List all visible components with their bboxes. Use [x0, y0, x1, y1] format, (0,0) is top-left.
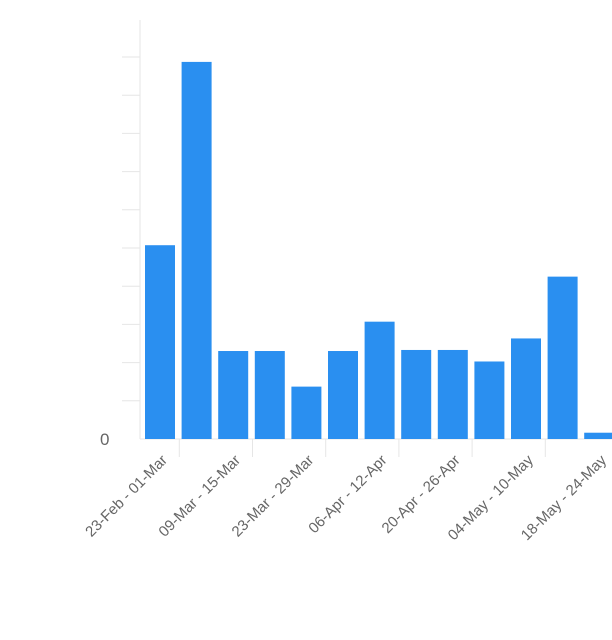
bar	[181, 61, 212, 440]
bar	[511, 338, 541, 439]
bar	[547, 276, 578, 439]
bar	[254, 351, 285, 439]
bar	[218, 351, 249, 439]
bar	[474, 361, 505, 439]
x-tick-label: 06-Apr - 12-Apr	[305, 452, 390, 537]
bar	[401, 349, 432, 439]
bar	[145, 245, 175, 439]
bar	[291, 386, 322, 439]
x-tick-label: 20-Apr - 26-Apr	[379, 452, 464, 537]
bar	[364, 321, 395, 439]
bar	[584, 432, 612, 439]
y-tick-label: 0	[100, 430, 109, 449]
bar	[328, 351, 358, 439]
bar	[437, 349, 468, 439]
chart-bars	[145, 61, 612, 440]
